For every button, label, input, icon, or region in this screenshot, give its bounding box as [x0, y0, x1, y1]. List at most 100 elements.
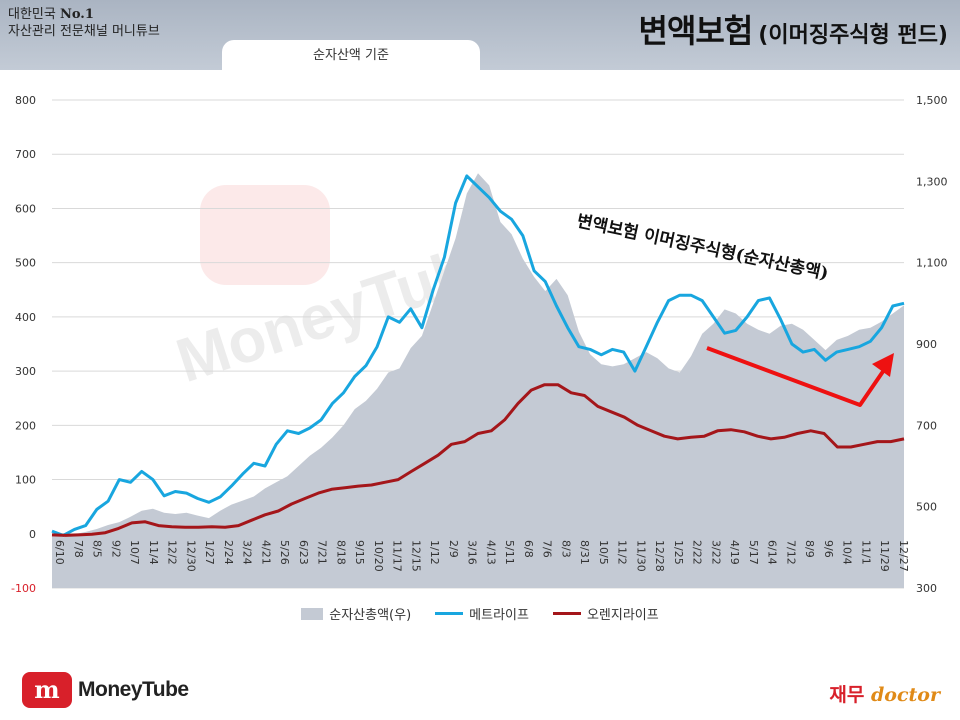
basis-label: 순자산액 기준 [222, 40, 480, 70]
x-tick-label: 8/9 [803, 540, 816, 558]
x-tick-label: 7/8 [72, 540, 85, 558]
x-tick-label: 11/30 [634, 540, 647, 572]
right-tick-label: 1,500 [916, 94, 948, 107]
jm-korean: 재무 [829, 684, 865, 706]
x-axis: 6/10 7/8 8/5 9/2 10/7 11/4 12/2 12/30 1/27 2/24 3/… [53, 540, 910, 572]
left-tick-label: 200 [15, 419, 36, 432]
title-sub: (이머징주식형 펀드) [758, 23, 948, 48]
x-tick-label: 1/27 [203, 540, 216, 565]
legend-label: 메트라이프 [469, 608, 529, 623]
x-tick-label: 2/24 [222, 540, 235, 565]
right-tick-label: 300 [916, 582, 937, 595]
x-tick-label: 12/2 [166, 540, 179, 565]
x-tick-label: 3/22 [709, 540, 722, 565]
x-tick-label: 5/17 [747, 540, 760, 565]
x-tick-label: 2/9 [447, 540, 460, 558]
left-tick-label: 600 [15, 202, 36, 215]
chart: 800 700 600 500 400 300 200 100 0 -100 1,500 1,300… [11, 94, 948, 595]
x-tick-label: 6/10 [53, 540, 66, 565]
x-tick-label: 9/15 [353, 540, 366, 565]
x-tick-label: 4/21 [259, 540, 272, 565]
right-tick-label: 1,300 [916, 175, 948, 188]
left-tick-label: -100 [11, 582, 36, 595]
title-main: 변액보험 [638, 12, 754, 50]
moneytube-logo-icon: m [22, 672, 72, 708]
legend-item-net-assets: 순자산총액(우) [301, 604, 411, 623]
x-tick-label: 8/3 [559, 540, 572, 558]
x-tick-label: 12/28 [653, 540, 666, 572]
left-tick-label: 100 [15, 474, 36, 487]
x-tick-label: 9/6 [822, 540, 835, 558]
series-line-metlife [51, 174, 905, 537]
right-tick-label: 900 [916, 338, 937, 351]
trend-arrow [706, 346, 894, 407]
channel-tagline: 대한민국 No.1 자산관리 전문채널 머니튜브 [8, 6, 160, 40]
x-tick-label: 10/5 [597, 540, 610, 565]
right-axis: 1,500 1,300 1,100 900 700 500 300 [916, 94, 948, 595]
page-title: 변액보험 (이머징주식형 펀드) [639, 6, 948, 52]
x-tick-label: 1/12 [428, 540, 441, 565]
x-tick-label: 11/17 [391, 540, 404, 572]
x-tick-label: 4/13 [484, 540, 497, 565]
x-tick-label: 6/23 [297, 540, 310, 565]
right-tick-label: 1,100 [916, 257, 948, 270]
series-line-orange-life [51, 383, 905, 537]
x-tick-label: 10/4 [841, 540, 854, 565]
legend-item-orange-life: 오렌지라이프 [552, 604, 659, 623]
x-tick-label: 12/30 [184, 540, 197, 572]
left-axis: 800 700 600 500 400 300 200 100 0 -100 [11, 94, 36, 595]
left-tick-label: 500 [15, 257, 36, 270]
legend-label: 오렌지라이프 [586, 608, 659, 623]
jaemu-doctor-logo: 재무 doctor [829, 680, 940, 707]
x-tick-label: 12/15 [409, 540, 422, 572]
legend-swatch-orange-life [552, 612, 581, 615]
legend-swatch-metlife [435, 612, 464, 615]
x-tick-label: 6/14 [766, 540, 779, 565]
legend-label: 순자산총액(우) [329, 608, 412, 623]
area-series-layer [52, 173, 904, 588]
x-tick-label: 7/12 [784, 540, 797, 565]
trend-arrow-head [872, 353, 894, 377]
tagline-bold: No.1 [59, 7, 94, 22]
x-tick-label: 3/16 [466, 540, 479, 565]
x-tick-label: 6/8 [522, 540, 535, 558]
x-tick-label: 11/2 [616, 540, 629, 565]
legend: 순자산총액(우) 메트라이프 오렌지라이프 [0, 604, 960, 623]
x-tick-label: 1/25 [672, 540, 685, 565]
x-tick-label: 5/11 [503, 540, 516, 565]
right-tick-label: 700 [916, 419, 937, 432]
left-tick-label: 400 [15, 311, 36, 324]
x-tick-label: 3/24 [241, 540, 254, 565]
moneytube-logo-text: MoneyTube [78, 678, 189, 701]
moneytube-logo: m MoneyTube [22, 672, 189, 708]
x-tick-label: 2/22 [691, 540, 704, 565]
right-tick-label: 500 [916, 501, 937, 514]
tagline-prefix: 대한민국 [8, 7, 60, 22]
x-tick-label: 10/20 [372, 540, 385, 572]
x-tick-label: 8/31 [578, 540, 591, 565]
line-series-layer [51, 174, 905, 537]
x-tick-label: 8/18 [334, 540, 347, 565]
x-tick-label: 11/1 [859, 540, 872, 565]
x-tick-label: 5/26 [278, 540, 291, 565]
x-tick-label: 9/2 [109, 540, 122, 558]
x-tick-label: 12/27 [897, 540, 910, 572]
left-tick-label: 700 [15, 148, 36, 161]
x-tick-label: 4/19 [728, 540, 741, 565]
chart-annotation: 변액보험 이머징주식형(순자산총액) [575, 210, 830, 284]
trend-arrow-line [706, 346, 886, 407]
left-tick-label: 300 [15, 365, 36, 378]
x-tick-label: 8/5 [91, 540, 104, 558]
left-tick-label: 800 [15, 94, 36, 107]
jm-doctor: doctor [871, 684, 940, 706]
left-tick-label: 0 [29, 528, 36, 541]
header-band [0, 0, 960, 70]
series-area-net-assets [52, 173, 904, 588]
x-tick-label: 7/6 [541, 540, 554, 558]
tagline-line2: 자산관리 전문채널 머니튜브 [8, 24, 160, 39]
legend-item-metlife: 메트라이프 [435, 604, 529, 623]
x-tick-label: 11/29 [878, 540, 891, 572]
x-tick-label: 11/4 [147, 540, 160, 565]
x-tick-label: 10/7 [128, 540, 141, 565]
legend-swatch-area [301, 607, 324, 620]
